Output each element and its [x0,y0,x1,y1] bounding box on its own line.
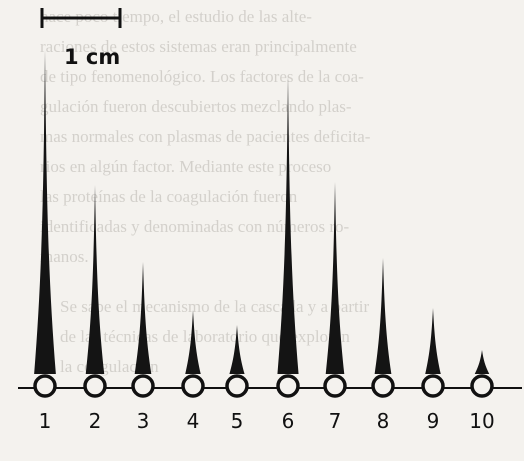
peak [86,185,104,374]
peak-label: 7 [329,409,342,433]
peak-label: 1 [39,409,52,433]
peak-ring [85,376,105,396]
peak-ring [227,376,247,396]
ghost-line: de tipo fenomenológico. Los factores de … [40,67,364,86]
peak [135,262,152,374]
peak-label: 6 [282,409,295,433]
page: hace poco tiempo, el estudio de las alte… [0,0,524,461]
peak-ring [35,376,55,396]
scale-label: 1 cm [64,45,120,69]
peak-ring [423,376,443,396]
peak-label: 8 [377,409,390,433]
peak-label: 3 [137,409,150,433]
peak [425,308,441,374]
peak [326,182,345,374]
peak-ring [278,376,298,396]
ghost-line: mas normales con plasmas de pacientes de… [40,127,371,146]
peak-label: 5 [231,409,244,433]
figure: hace poco tiempo, el estudio de las alte… [0,0,524,461]
peak-label: 4 [187,409,200,433]
peak [375,258,392,374]
peak-ring [472,376,492,396]
peak [475,350,490,374]
ghost-line: de las técnicas de laboratorio que explo… [60,327,350,346]
ghost-line: gulación fueron descubiertos mezclando p… [40,97,352,116]
peak-ring [133,376,153,396]
ghost-line: las proteínas de la coagulación fueron [40,187,298,206]
peak-label: 9 [427,409,440,433]
peak-label: 10 [469,409,494,433]
peak-label: 2 [89,409,102,433]
peak-ring [373,376,393,396]
peak-ring [325,376,345,396]
peak-ring [183,376,203,396]
ghost-line: Se sabe el mecanismo de la cascada y a p… [60,297,370,316]
ghost-line: identificadas y denominadas con números … [40,217,350,236]
